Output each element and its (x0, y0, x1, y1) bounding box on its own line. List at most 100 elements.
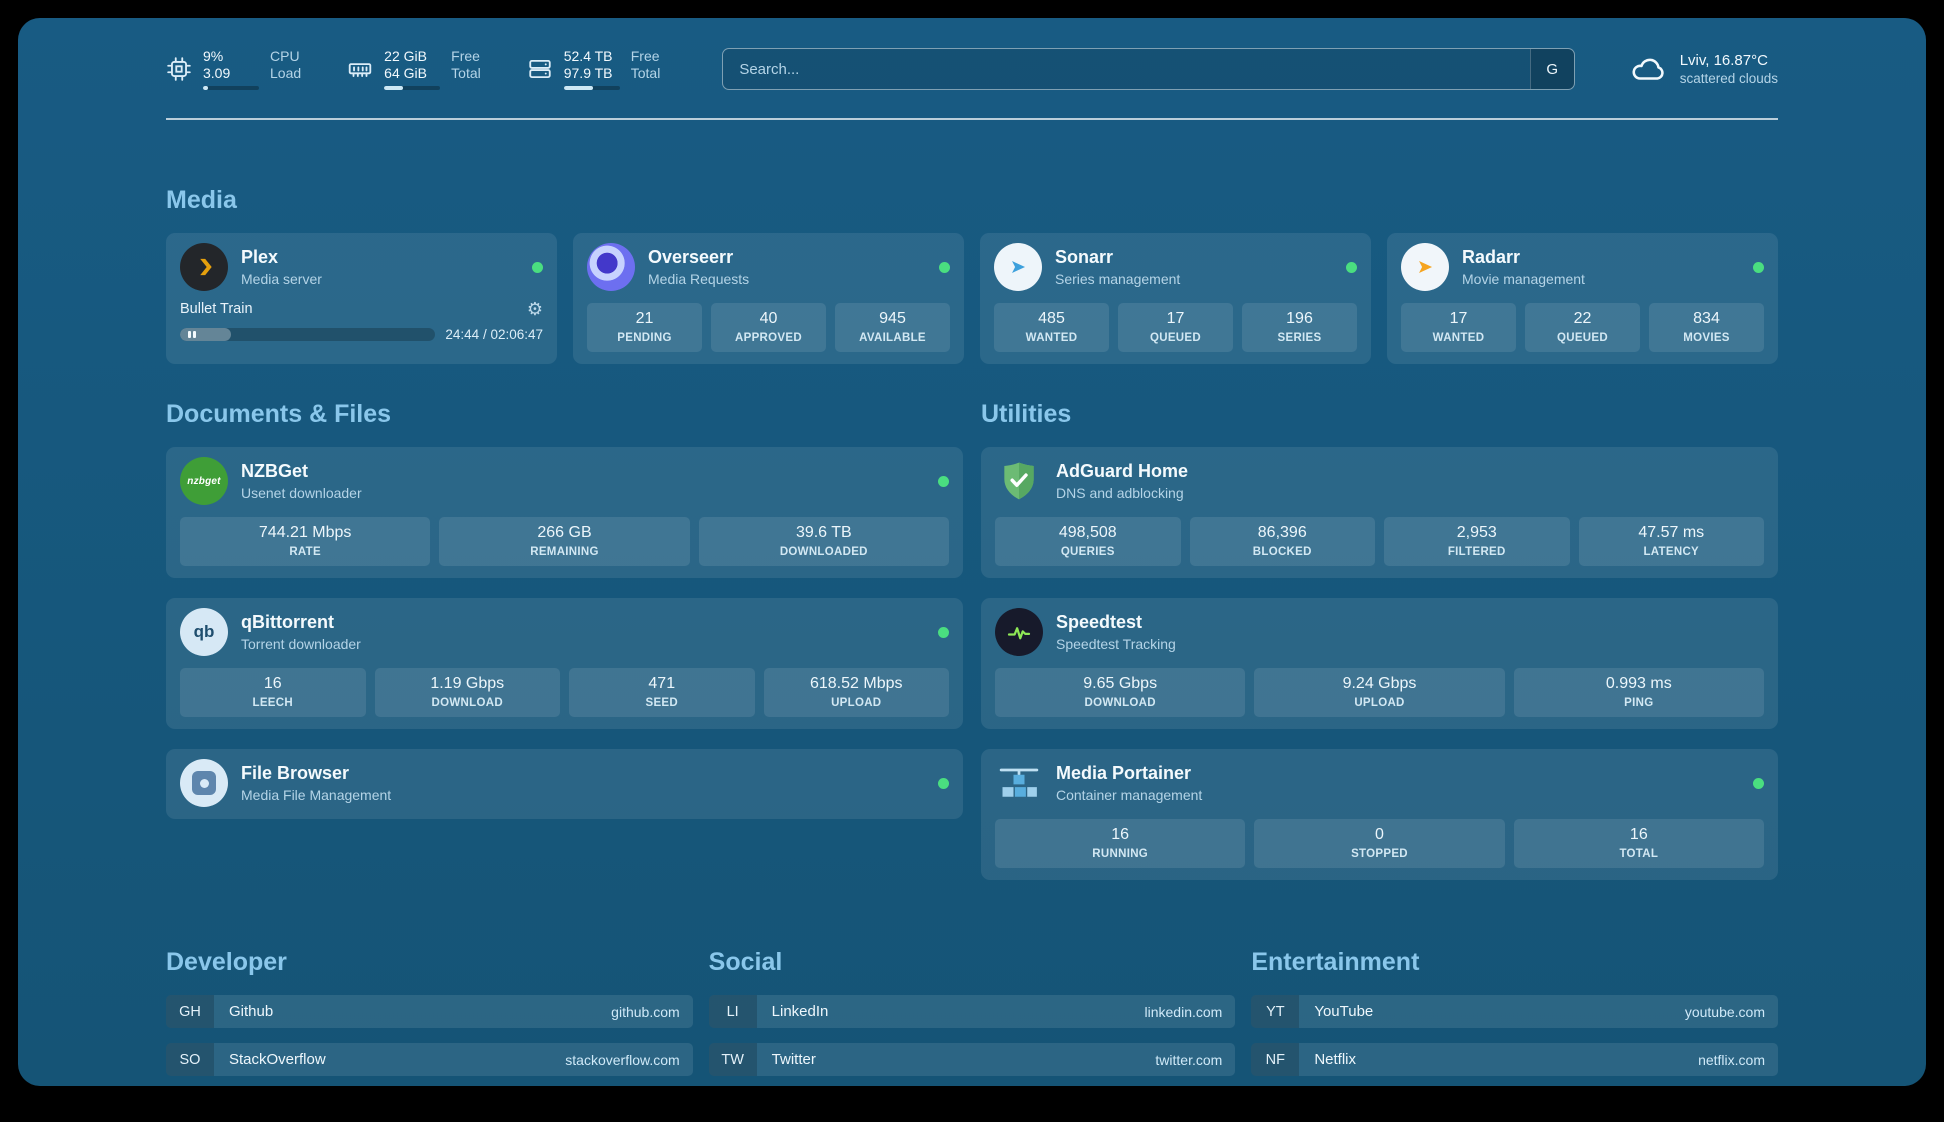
status-dot (938, 777, 949, 789)
stat-label: LEECH (252, 697, 293, 709)
service-name: qBittorrent (241, 612, 334, 633)
service-card-speedtest[interactable]: Speedtest Speedtest Tracking 9.65 Gbps D… (981, 598, 1778, 729)
bookmark-group-developer: Developer GH Github github.com SO StackO… (166, 948, 693, 1086)
service-card-portainer[interactable]: Media Portainer Container management 16 … (981, 749, 1778, 880)
service-titles: AdGuard Home DNS and adblocking (1056, 461, 1188, 501)
service-card-plex[interactable]: Plex Media server Bullet Train ⚙ 24:4 (166, 233, 557, 364)
service-card-adguard[interactable]: AdGuard Home DNS and adblocking 498,508 … (981, 447, 1778, 578)
stat-rate: 744.21 Mbps RATE (180, 517, 431, 566)
service-titles: NZBGet Usenet downloader (241, 461, 362, 501)
stat-value: 0.993 ms (1605, 675, 1672, 692)
documents-column: Documents & Files nzbget NZBGet Usenet d… (166, 400, 963, 819)
disk-icon (527, 56, 553, 82)
stat-downloaded: 39.6 TB DOWNLOADED (698, 517, 949, 566)
stat-pending: 21 PENDING (587, 303, 702, 352)
playback-progress[interactable] (180, 328, 436, 341)
stat-stopped: 0 STOPPED (1254, 819, 1505, 868)
service-titles: Sonarr Series management (1055, 247, 1180, 287)
memory-icon (347, 56, 373, 82)
cpu-progress-bar (203, 86, 259, 90)
service-name: Media Portainer (1056, 763, 1192, 784)
cpu-widget: 9% 3.09 CPU Load (166, 48, 301, 90)
service-card-nzbget[interactable]: nzbget NZBGet Usenet downloader 744.21 M… (166, 447, 963, 578)
stat-label: SEED (645, 697, 679, 709)
stat-value: 0 (1375, 826, 1384, 843)
service-stats: 9.65 Gbps DOWNLOAD 9.24 Gbps UPLOAD 0.99… (995, 668, 1764, 717)
stat-label: PENDING (617, 332, 672, 344)
bookmark-url: linkedin.com (1144, 1003, 1223, 1020)
service-card-radarr[interactable]: Radarr Movie management 17 WANTED 22 QUE… (1387, 233, 1778, 364)
stat-queries: 498,508 QUERIES (995, 517, 1181, 566)
adguard-icon (995, 457, 1043, 505)
bookmark-abbr: YT (1251, 995, 1300, 1028)
stat-label: DOWNLOAD (1084, 697, 1156, 709)
service-name: Plex (241, 247, 279, 268)
service-stats: 744.21 Mbps RATE 266 GB REMAINING 39.6 T… (180, 517, 949, 566)
memory-progress-fill (384, 86, 404, 90)
qbittorrent-icon-text: qb (193, 622, 215, 641)
plex-icon (180, 243, 228, 291)
stat-value: 21 (635, 310, 654, 327)
bookmarks-section: Developer GH Github github.com SO StackO… (166, 948, 1778, 1086)
stat-label: QUERIES (1060, 546, 1115, 558)
overseerr-icon (587, 243, 635, 291)
stat-download: 1.19 Gbps DOWNLOAD (374, 668, 560, 717)
stat-label: RUNNING (1092, 848, 1149, 860)
disk-widget: 52.4 TB 97.9 TB Free Total (527, 48, 661, 90)
stat-label: WANTED (1432, 332, 1485, 344)
search-engine-button[interactable]: G (1529, 49, 1574, 89)
pause-icon[interactable] (188, 331, 196, 338)
status-dot (938, 626, 949, 638)
stat-series: 196 SERIES (1242, 303, 1357, 352)
bookmark-twitter[interactable]: TW Twitter twitter.com (708, 1043, 1236, 1076)
stat-blocked: 86,396 BLOCKED (1189, 517, 1375, 566)
stat-value: 834 (1693, 310, 1720, 327)
cpu-label-1: CPU (270, 48, 300, 64)
service-titles: Plex Media server (241, 247, 322, 287)
gear-icon[interactable]: ⚙ (526, 299, 543, 319)
stat-value: 47.57 ms (1638, 524, 1705, 541)
service-stats: 16 RUNNING 0 STOPPED 16 TOTAL (995, 819, 1764, 868)
status-dot (939, 261, 950, 273)
bookmark-name: Github (229, 1003, 274, 1020)
service-card-sonarr[interactable]: Sonarr Series management 485 WANTED 17 Q… (980, 233, 1371, 364)
service-card-filebrowser[interactable]: File Browser Media File Management (166, 749, 963, 819)
bookmark-url: twitter.com (1155, 1051, 1223, 1068)
status-dot (532, 261, 543, 273)
service-card-overseerr[interactable]: Overseerr Media Requests 21 PENDING 40 A… (573, 233, 964, 364)
stat-value: 196 (1286, 310, 1313, 327)
memory-total-value: 64 GiB (384, 65, 427, 81)
dashboard: 9% 3.09 CPU Load (18, 18, 1926, 1086)
stat-label: DOWNLOAD (431, 697, 503, 709)
stat-value: 40 (759, 310, 778, 327)
search-input[interactable] (723, 49, 1530, 89)
status-dot (1753, 261, 1764, 273)
radarr-icon (1401, 243, 1449, 291)
bookmark-linkedin[interactable]: LI LinkedIn linkedin.com (708, 995, 1236, 1028)
cloud-icon (1629, 50, 1667, 88)
bookmark-github[interactable]: GH Github github.com (166, 995, 693, 1028)
sonarr-icon (994, 243, 1042, 291)
disk-label-2: Total (630, 65, 661, 81)
service-stats: 21 PENDING 40 APPROVED 945 AVAILABLE (587, 303, 950, 352)
bookmark-stackoverflow[interactable]: SO StackOverflow stackoverflow.com (166, 1043, 693, 1076)
portainer-icon (995, 759, 1043, 807)
disk-progress-fill (563, 86, 594, 90)
bookmark-url: netflix.com (1698, 1051, 1765, 1068)
cpu-icon (166, 56, 192, 82)
stat-label: PING (1624, 697, 1654, 709)
bookmark-youtube[interactable]: YT YouTube youtube.com (1251, 995, 1778, 1028)
qbittorrent-icon: qb (180, 608, 228, 656)
service-card-qbittorrent[interactable]: qb qBittorrent Torrent downloader 16 LEE… (166, 598, 963, 729)
bookmark-netflix[interactable]: NF Netflix netflix.com (1251, 1043, 1778, 1076)
status-dot (1753, 777, 1764, 789)
two-column-section: Documents & Files nzbget NZBGet Usenet d… (166, 400, 1778, 880)
bookmark-group-entertainment: Entertainment YT YouTube youtube.com NF … (1251, 948, 1778, 1086)
now-playing-row: Bullet Train ⚙ (180, 300, 543, 318)
cpu-progress-fill (203, 86, 209, 90)
memory-label-1: Free (451, 48, 480, 64)
search-bar: G (722, 48, 1575, 90)
playback-row: 24:44 / 02:06:47 (180, 327, 543, 342)
disk-label-1: Free (630, 48, 660, 64)
service-desc: Media File Management (241, 786, 392, 803)
